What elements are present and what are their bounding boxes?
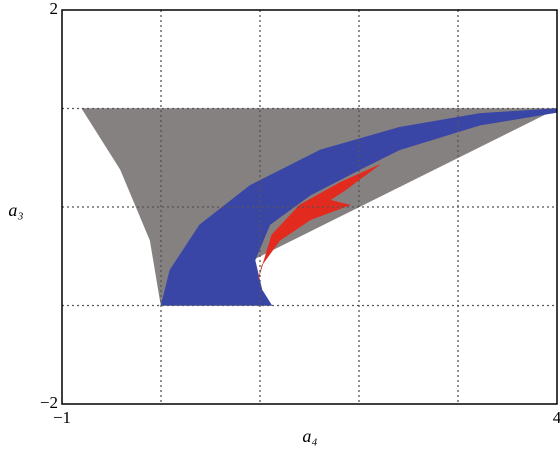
- y-axis-label: a₃: [8, 200, 23, 220]
- plot-frame: [61, 9, 558, 405]
- y-tick-label: 2: [50, 0, 59, 18]
- x-axis-label: a₄: [302, 426, 317, 446]
- x-tick-label: −1: [53, 408, 71, 427]
- region: [257, 164, 380, 280]
- x-tick-label: 4: [553, 408, 560, 427]
- y-tick-label: −2: [40, 393, 58, 412]
- region: [160, 108, 558, 306]
